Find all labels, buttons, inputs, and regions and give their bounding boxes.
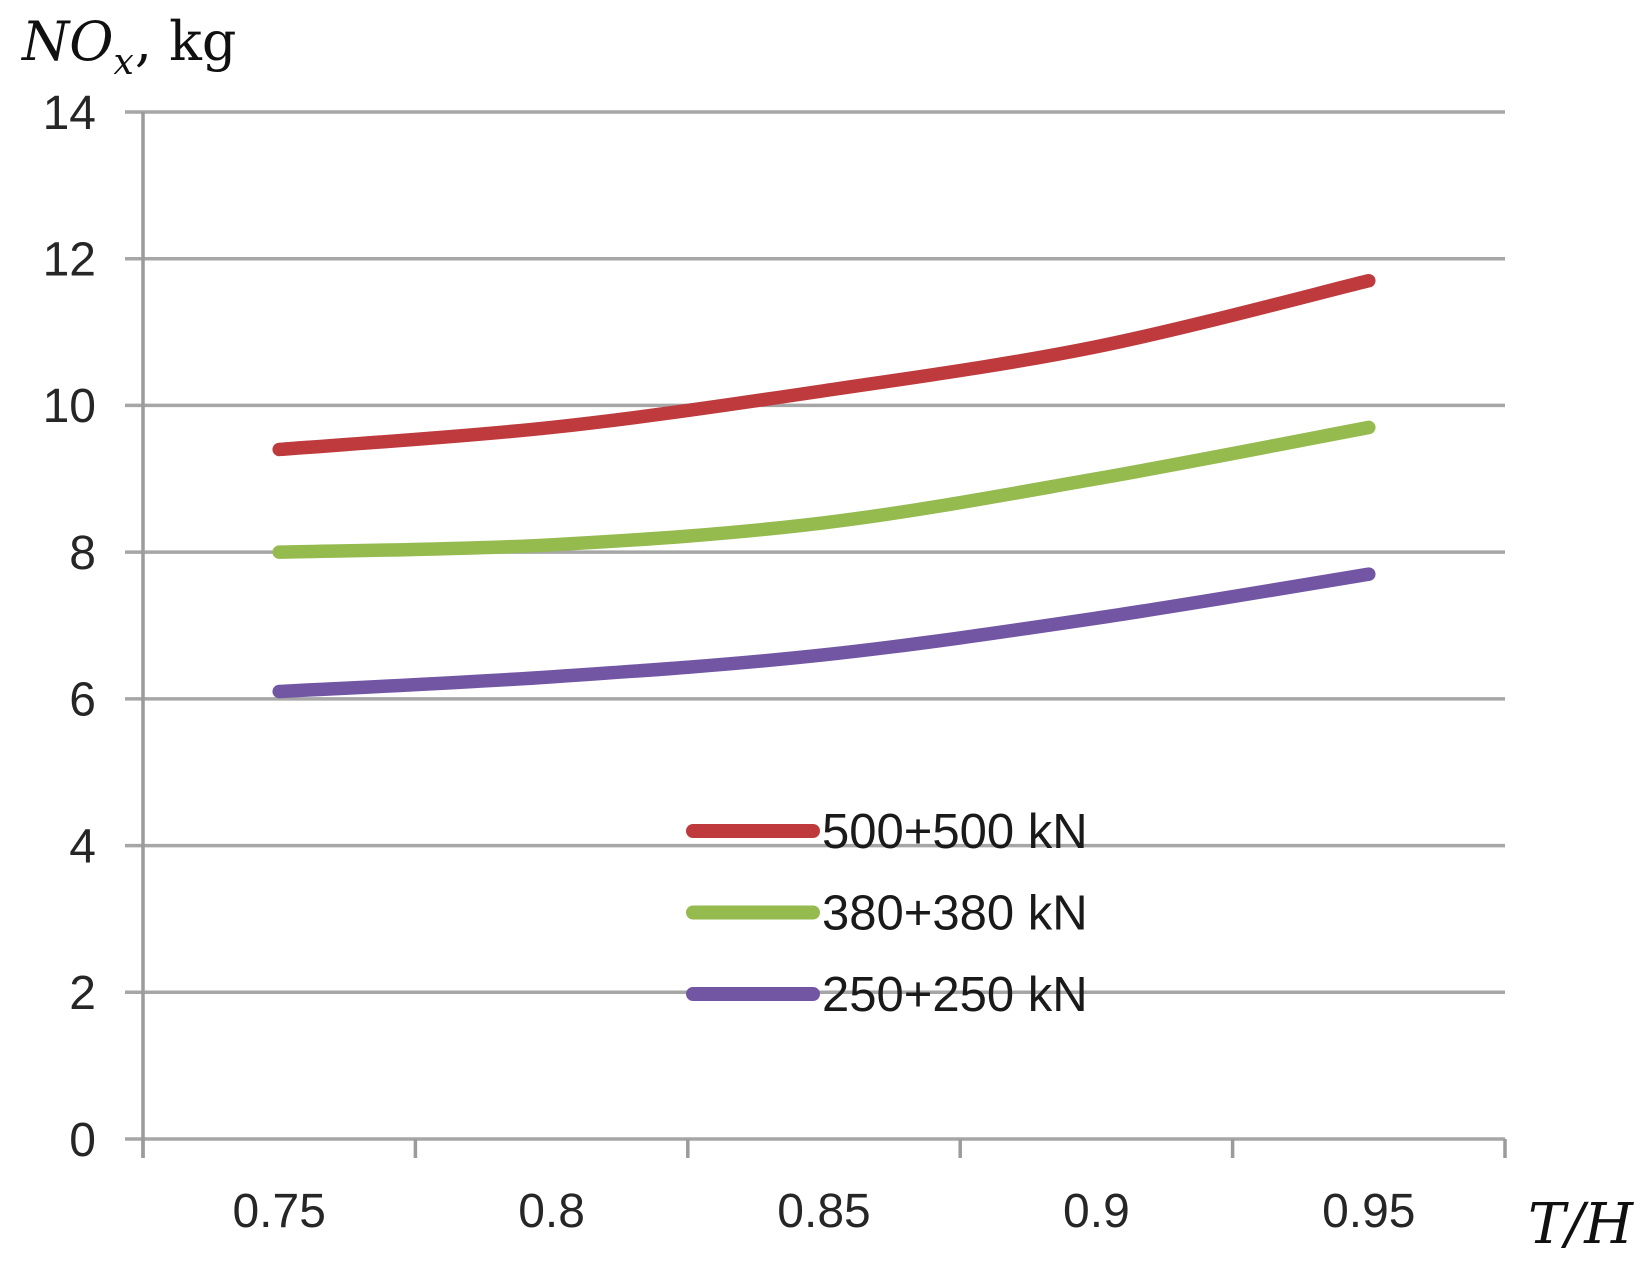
y-axis-title-text: NO — [22, 10, 114, 73]
y-tick-label-8: 8 — [69, 527, 96, 580]
x-tick-label-0.85: 0.85 — [777, 1185, 870, 1238]
x-tick-label-0.95: 0.95 — [1322, 1185, 1415, 1238]
y-axis-title: NOx, kg — [22, 10, 236, 83]
y-tick-label-12: 12 — [43, 234, 96, 287]
series-line-1 — [272, 420, 1376, 559]
y-axis-title-unit: , kg — [134, 10, 237, 73]
legend-label-2: 250+250 kN — [822, 968, 1088, 1022]
series-line-2 — [272, 567, 1376, 699]
y-tick-label-0: 0 — [69, 1114, 96, 1167]
y-tick-label-10: 10 — [43, 380, 96, 433]
x-tick-label-0.9: 0.9 — [1063, 1185, 1130, 1238]
legend-label-1: 380+380 kN — [822, 887, 1088, 941]
y-axis-title-subscript: x — [113, 42, 135, 83]
y-tick-label-4: 4 — [69, 820, 96, 873]
legend-label-0: 500+500 kN — [822, 805, 1088, 859]
y-tick-label-2: 2 — [69, 967, 96, 1020]
series-line-0 — [272, 273, 1376, 457]
y-tick-label-14: 14 — [43, 87, 96, 140]
x-axis-title: T/H — [1528, 1192, 1634, 1257]
x-tick-label-0.8: 0.8 — [518, 1185, 585, 1238]
y-tick-label-6: 6 — [69, 674, 96, 727]
x-tick-label-0.75: 0.75 — [232, 1185, 325, 1238]
